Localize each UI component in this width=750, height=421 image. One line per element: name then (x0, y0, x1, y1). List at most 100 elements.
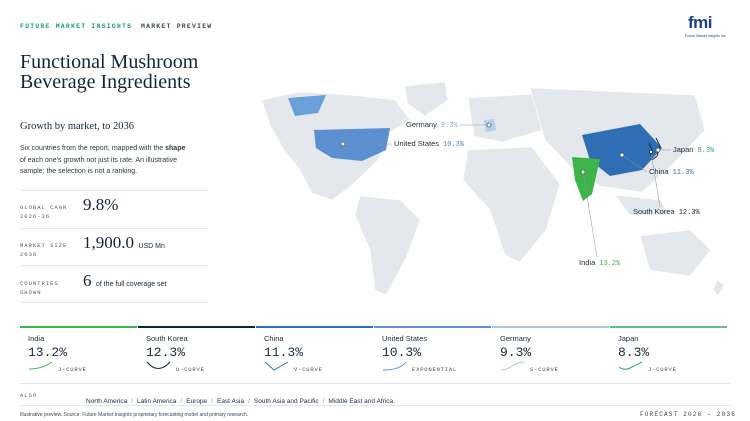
cagr: 10.3% (443, 141, 465, 149)
cagr: 9.3% (440, 122, 458, 130)
region: North America (86, 398, 128, 405)
region-separator: / (180, 398, 183, 405)
card-value: 8.3% (618, 345, 650, 360)
separator: · (126, 23, 132, 30)
curve-label: J-CURVE (648, 366, 677, 373)
curve-icon (146, 361, 171, 369)
curve-icon (264, 361, 289, 371)
map-label: Germany 9.3% (406, 120, 458, 130)
card: South Korea 12.3% U-CURVE (138, 326, 255, 380)
leader-line (582, 171, 598, 258)
curve-label: S-CURVE (530, 366, 559, 373)
landmass (614, 194, 671, 216)
card-value: 10.3% (382, 345, 422, 360)
country: Japan (673, 145, 694, 154)
region-separator: / (248, 398, 250, 405)
cagr: 13.2% (599, 260, 621, 268)
region: Middle East and Africa. (328, 398, 395, 405)
country: Germany (406, 120, 437, 129)
marker (486, 122, 492, 128)
region: South Asia and Pacific (253, 398, 319, 405)
cagr: 11.3% (672, 169, 694, 177)
india (572, 157, 600, 201)
landmass (467, 93, 543, 143)
brand: FUTURE MARKET INSIGHTS (20, 23, 133, 30)
cagr: 8.3% (697, 147, 715, 155)
stat-unit: USD Mn (138, 243, 165, 250)
united-states (314, 128, 390, 161)
curve-icon (500, 361, 525, 371)
divider (20, 190, 208, 191)
landmass (462, 146, 561, 263)
card-value: 13.2% (28, 345, 68, 360)
divider (20, 265, 208, 266)
marker (340, 141, 346, 147)
map-label: Japan 8.3% (673, 145, 714, 155)
card-name: United States (382, 334, 428, 343)
region-list: North America / Latin America / Europe / East … (86, 390, 395, 408)
also-label: ALSO (20, 392, 38, 399)
stat-value: 1,900.0 (83, 233, 134, 252)
description-bold: shape (165, 145, 186, 152)
card: China 11.3% V-CURVE (256, 326, 373, 380)
card: Japan 8.3% J-CURVE (610, 326, 727, 380)
landmass (639, 229, 712, 277)
cagr: 12.3% (678, 209, 700, 217)
curve-label: EXPONENTIAL (412, 366, 458, 373)
card: India 13.2% J-CURVE (20, 326, 137, 380)
curve-label: V-CURVE (294, 366, 323, 373)
landmass (404, 81, 449, 117)
card-name: Japan (618, 334, 639, 343)
country: India (579, 258, 596, 267)
card-name: South Korea (146, 334, 188, 343)
country: United States (394, 139, 440, 148)
description-text: of each one’s growth not just its rate. … (20, 156, 178, 176)
card-value: 12.3% (146, 345, 186, 360)
marker (619, 152, 625, 158)
card-value: 9.3% (500, 345, 532, 360)
card-name: Germany (500, 334, 531, 343)
footer-note: Illustrative preview. Source: Future Mar… (20, 412, 249, 418)
description: Six countries from the report, mapped wi… (20, 143, 190, 178)
china (582, 124, 662, 176)
region: Europe (186, 398, 208, 405)
marker (655, 147, 661, 153)
card: United States 10.3% EXPONENTIAL (374, 326, 491, 380)
logo: fmi (688, 13, 713, 32)
stat-label: MARKET SIZE 2036 (20, 242, 68, 258)
region: East Asia (216, 398, 245, 405)
curve-label: J-CURVE (58, 366, 87, 373)
stat: 6 of the full coverage set (83, 271, 166, 291)
map-label: India 13.2% (579, 258, 620, 268)
curve-icon (28, 361, 53, 370)
divider (20, 383, 730, 384)
subtitle: Growth by market, to 2036 (20, 121, 135, 132)
world-map (261, 81, 725, 297)
divider (20, 302, 208, 303)
section: MARKET PREVIEW (141, 23, 213, 30)
map-label: South Korea 12.3% (633, 207, 700, 217)
stat-unit: of the full coverage set (95, 281, 167, 288)
marker (580, 169, 586, 175)
region-separator: / (211, 398, 213, 405)
stat-label: COUNTRIES SHOWN (20, 280, 59, 296)
curve-label: U-CURVE (176, 366, 205, 373)
divider (20, 405, 730, 406)
stat-value: 9.8% (83, 195, 119, 214)
country: South Korea (633, 207, 675, 216)
leader-line (621, 154, 648, 173)
region-separator: / (322, 398, 325, 405)
curve-icon (382, 361, 407, 371)
alaska (288, 95, 326, 116)
card-value: 11.3% (264, 345, 304, 360)
curve-icon (618, 361, 643, 370)
card-name: India (28, 334, 45, 343)
leader-line (650, 151, 661, 208)
landmass (712, 279, 725, 297)
map-label: United States 10.3% (394, 139, 464, 149)
description-text: Six countries from the report, mapped wi… (20, 145, 164, 152)
card: Germany 9.3% S-CURVE (492, 326, 609, 380)
stat-value: 6 (83, 271, 92, 290)
region: Latin America (137, 398, 177, 405)
landmass (354, 195, 421, 296)
